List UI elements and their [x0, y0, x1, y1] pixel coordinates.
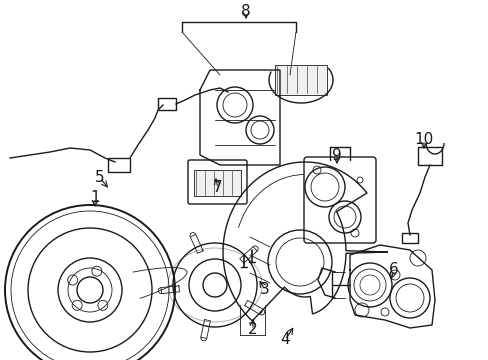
Bar [158, 98, 176, 110]
Text: 6: 6 [388, 262, 398, 278]
FancyBboxPatch shape [187, 160, 246, 204]
Bar [194, 170, 241, 196]
Bar [417, 147, 441, 165]
Text: 8: 8 [241, 4, 250, 19]
Text: 3: 3 [260, 283, 269, 297]
FancyBboxPatch shape [304, 157, 375, 243]
Bar [274, 65, 326, 95]
Text: 1: 1 [90, 190, 100, 206]
Text: 7: 7 [213, 180, 223, 195]
Text: 9: 9 [331, 148, 341, 162]
Text: 10: 10 [413, 132, 433, 148]
Bar [108, 158, 130, 172]
Text: 2: 2 [248, 323, 257, 338]
Bar [401, 233, 417, 243]
Text: 4: 4 [280, 333, 289, 347]
Text: 5: 5 [95, 171, 104, 185]
